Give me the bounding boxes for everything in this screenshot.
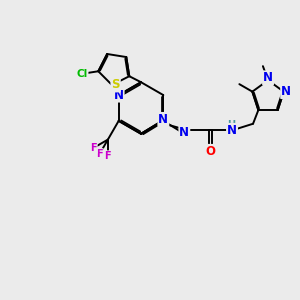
Text: N: N — [179, 126, 189, 139]
Text: S: S — [111, 79, 120, 92]
Text: F: F — [90, 143, 97, 153]
Text: N: N — [158, 113, 168, 126]
Text: F: F — [96, 149, 103, 159]
Text: Cl: Cl — [76, 69, 88, 79]
Text: H: H — [227, 120, 235, 130]
Text: N: N — [281, 85, 291, 98]
Text: N: N — [263, 71, 273, 84]
Text: O: O — [206, 145, 215, 158]
Text: F: F — [104, 151, 111, 161]
Text: N: N — [227, 124, 237, 137]
Text: N: N — [114, 88, 124, 102]
